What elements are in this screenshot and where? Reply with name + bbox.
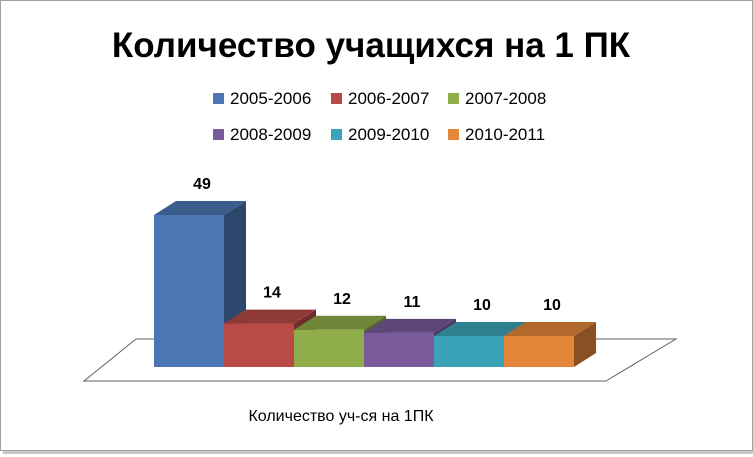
data-label-2005-2006: 49: [193, 176, 211, 193]
bar-top: [224, 309, 316, 324]
legend-swatch-2005-2006: [213, 93, 224, 104]
data-label-2008-2009: 11: [404, 294, 421, 311]
legend-swatch-2008-2009: [213, 129, 224, 140]
chart-legend: 2005-2006 2006-2007 2007-2008 2008-2009 2009…: [213, 89, 546, 144]
bar-front: [434, 335, 504, 367]
bar-top: [294, 315, 386, 330]
data-label-2006-2007: 14: [263, 285, 281, 302]
bar-top: [364, 318, 456, 333]
bar-top: [154, 201, 246, 215]
data-label-2009-2010: 10: [473, 297, 491, 314]
data-label-2010-2011: 10: [543, 297, 561, 314]
bar-front: [364, 332, 434, 367]
chart-title: Количество учащихся на 1 ПК: [112, 26, 631, 65]
x-axis-label: Количество уч-ся на 1ПК: [248, 408, 434, 425]
bar-front: [294, 329, 364, 367]
bar-side: [574, 321, 596, 367]
bars-group: 49 14 12 11 10 10: [154, 176, 596, 367]
legend-label-2006-2007: 2006-2007: [348, 89, 429, 108]
legend-swatch-2009-2010: [331, 129, 342, 140]
legend-label-2005-2006: 2005-2006: [230, 89, 311, 108]
data-label-2007-2008: 12: [333, 291, 351, 308]
bar-top: [434, 321, 526, 336]
legend-label-2010-2011: 2010-2011: [465, 125, 545, 144]
bar-front: [504, 335, 574, 367]
bar-front: [224, 323, 294, 367]
legend-label-2009-2010: 2009-2010: [348, 125, 429, 144]
legend-swatch-2006-2007: [331, 93, 342, 104]
legend-swatch-2010-2011: [448, 129, 459, 140]
legend-label-2008-2009: 2008-2009: [230, 125, 311, 144]
legend-swatch-2007-2008: [448, 93, 459, 104]
bar-front: [154, 215, 224, 367]
bar-2006-2007: 14: [224, 285, 316, 367]
bar-top: [504, 321, 596, 336]
bar-2010-2011: 10: [504, 297, 596, 367]
legend-label-2007-2008: 2007-2008: [465, 89, 546, 108]
